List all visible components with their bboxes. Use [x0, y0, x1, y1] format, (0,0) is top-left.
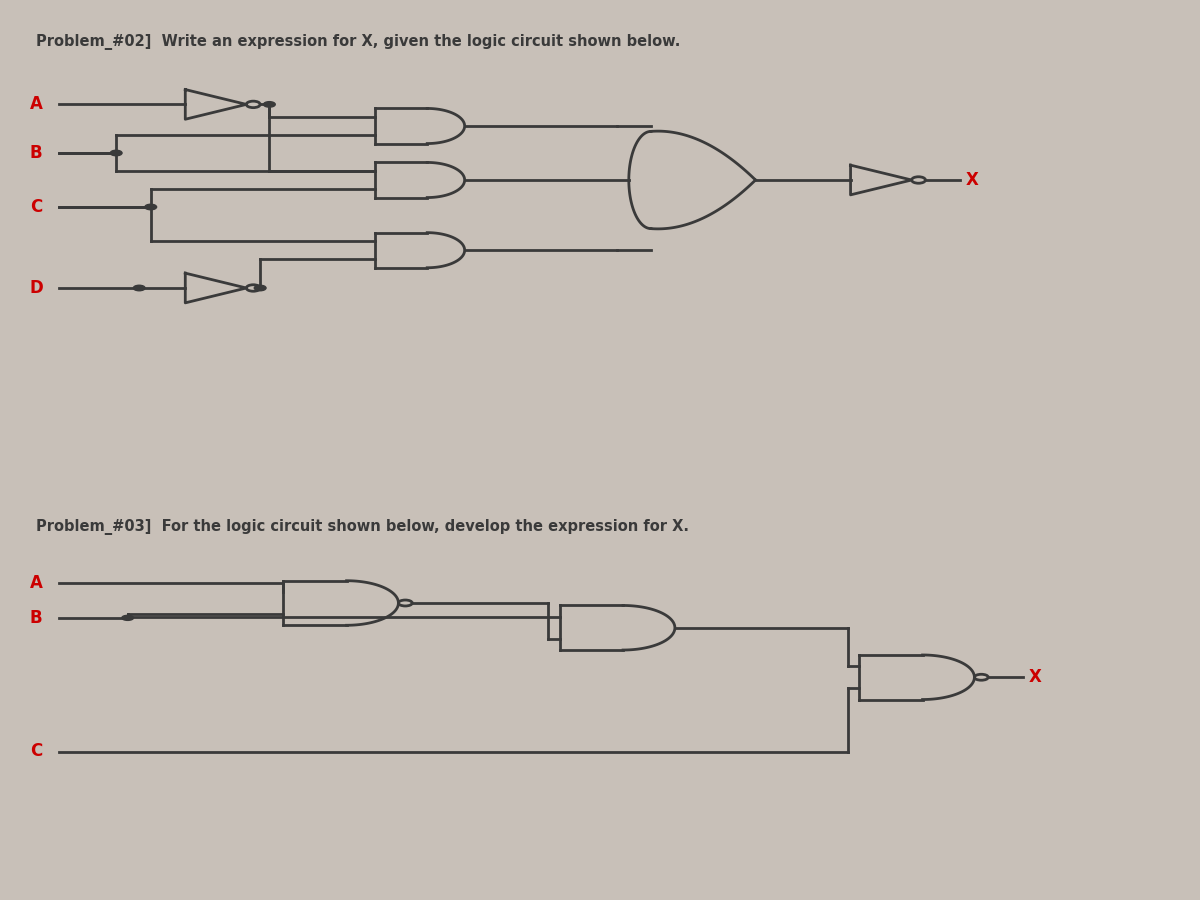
Text: D: D [30, 279, 43, 297]
Text: A: A [30, 95, 43, 113]
Text: X: X [966, 171, 979, 189]
Text: C: C [30, 742, 42, 760]
Circle shape [145, 204, 156, 210]
Circle shape [110, 150, 122, 156]
Text: A: A [30, 574, 43, 592]
Circle shape [264, 102, 275, 107]
Text: B: B [30, 144, 42, 162]
Text: B: B [30, 608, 42, 626]
Circle shape [133, 285, 145, 291]
Text: Problem_#03]  For the logic circuit shown below, develop the expression for X.: Problem_#03] For the logic circuit shown… [36, 518, 689, 535]
Circle shape [122, 616, 133, 620]
Text: C: C [30, 198, 42, 216]
Circle shape [254, 285, 266, 291]
Text: X: X [1028, 668, 1042, 686]
Text: Problem_#02]  Write an expression for X, given the logic circuit shown below.: Problem_#02] Write an expression for X, … [36, 34, 680, 50]
